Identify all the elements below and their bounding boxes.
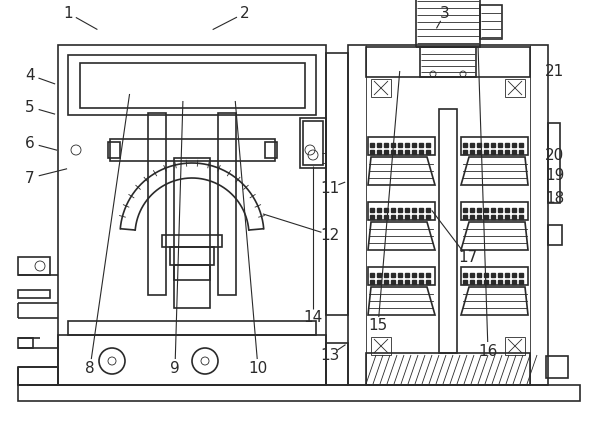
Bar xyxy=(480,5,502,39)
Bar xyxy=(348,45,548,385)
Bar xyxy=(58,45,326,385)
Bar xyxy=(505,79,525,97)
Text: 10: 10 xyxy=(248,360,268,376)
Text: 1: 1 xyxy=(63,5,73,20)
Bar xyxy=(162,235,222,247)
Text: 13: 13 xyxy=(320,348,340,363)
Text: 9: 9 xyxy=(170,360,180,376)
Text: 4: 4 xyxy=(25,68,35,82)
Bar xyxy=(303,121,323,165)
Bar xyxy=(174,265,210,280)
Bar xyxy=(461,137,528,155)
Bar xyxy=(416,0,480,47)
Bar xyxy=(170,247,214,265)
Bar xyxy=(366,47,530,77)
Text: 2: 2 xyxy=(240,5,250,20)
Text: 8: 8 xyxy=(85,360,95,376)
Bar xyxy=(68,55,316,115)
Bar xyxy=(18,385,580,401)
Bar xyxy=(326,343,348,385)
Bar xyxy=(548,123,560,203)
Text: 6: 6 xyxy=(25,135,35,151)
Text: 16: 16 xyxy=(478,343,497,359)
Bar xyxy=(368,137,435,155)
Bar xyxy=(218,113,236,295)
Bar xyxy=(505,337,525,355)
Bar xyxy=(174,158,210,308)
Text: 18: 18 xyxy=(545,190,565,206)
Text: 14: 14 xyxy=(304,310,323,326)
Bar xyxy=(148,113,166,295)
Text: 21: 21 xyxy=(545,63,565,79)
Bar xyxy=(18,290,50,298)
Bar xyxy=(80,63,305,108)
Bar xyxy=(461,202,528,220)
Bar xyxy=(371,79,391,97)
Bar xyxy=(368,267,435,285)
Bar xyxy=(326,53,348,315)
Text: 20: 20 xyxy=(545,148,565,162)
Bar xyxy=(58,335,326,385)
Bar xyxy=(18,338,33,348)
Text: 3: 3 xyxy=(440,5,450,20)
Text: 5: 5 xyxy=(25,99,35,115)
Bar xyxy=(420,47,476,77)
Bar xyxy=(18,367,58,385)
Text: 19: 19 xyxy=(545,168,565,182)
Bar xyxy=(461,267,528,285)
Text: 7: 7 xyxy=(25,170,35,186)
Bar xyxy=(108,142,120,158)
Text: 11: 11 xyxy=(320,181,340,195)
Bar xyxy=(18,257,50,275)
Bar xyxy=(368,202,435,220)
Bar xyxy=(265,142,277,158)
Bar xyxy=(371,337,391,355)
Bar xyxy=(546,356,568,378)
Bar xyxy=(110,139,275,161)
Bar xyxy=(548,225,562,245)
Text: 15: 15 xyxy=(368,319,388,333)
Bar xyxy=(366,353,530,385)
Text: 12: 12 xyxy=(320,228,340,242)
Bar xyxy=(439,109,457,353)
Bar xyxy=(300,118,326,168)
Text: 17: 17 xyxy=(458,250,478,266)
Bar xyxy=(68,321,316,335)
